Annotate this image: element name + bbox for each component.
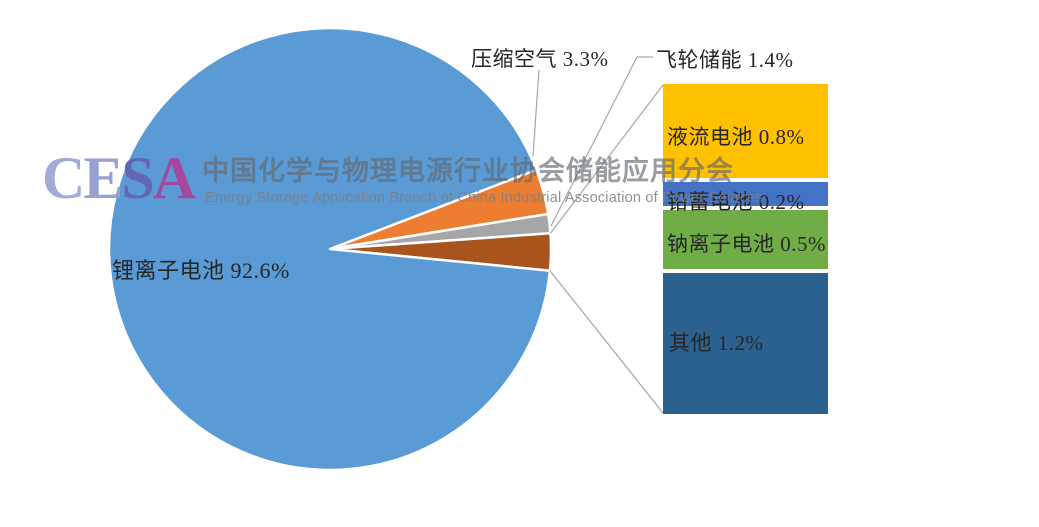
leader-line: [532, 69, 540, 157]
slice-label-flywheel: 飞轮储能 1.4%: [656, 48, 794, 72]
leader-line: [550, 56, 653, 227]
breakout-bar: [663, 84, 828, 414]
bar-label-lead-acid: 铅蓄电池 0.2%: [667, 190, 805, 214]
bar-segment-钠离子电池: [663, 209, 828, 269]
leader-line: [549, 270, 664, 414]
bar-label-flow-battery: 液流电池 0.8%: [667, 125, 805, 149]
slice-label-liion: 锂离子电池 92.6%: [112, 258, 290, 283]
leader-line: [549, 84, 664, 234]
slice-label-compressed-air: 压缩空气 3.3%: [471, 47, 609, 71]
bar-segment-其他: [663, 272, 828, 414]
bar-label-other: 其他 1.2%: [669, 331, 764, 355]
bar-segment-液流电池: [663, 84, 828, 179]
pie-slice-锂离子电池: [107, 26, 552, 472]
bar-label-sodium-ion: 钠离子电池 0.5%: [667, 232, 826, 256]
bar-segment-铅蓄电池: [663, 182, 828, 206]
